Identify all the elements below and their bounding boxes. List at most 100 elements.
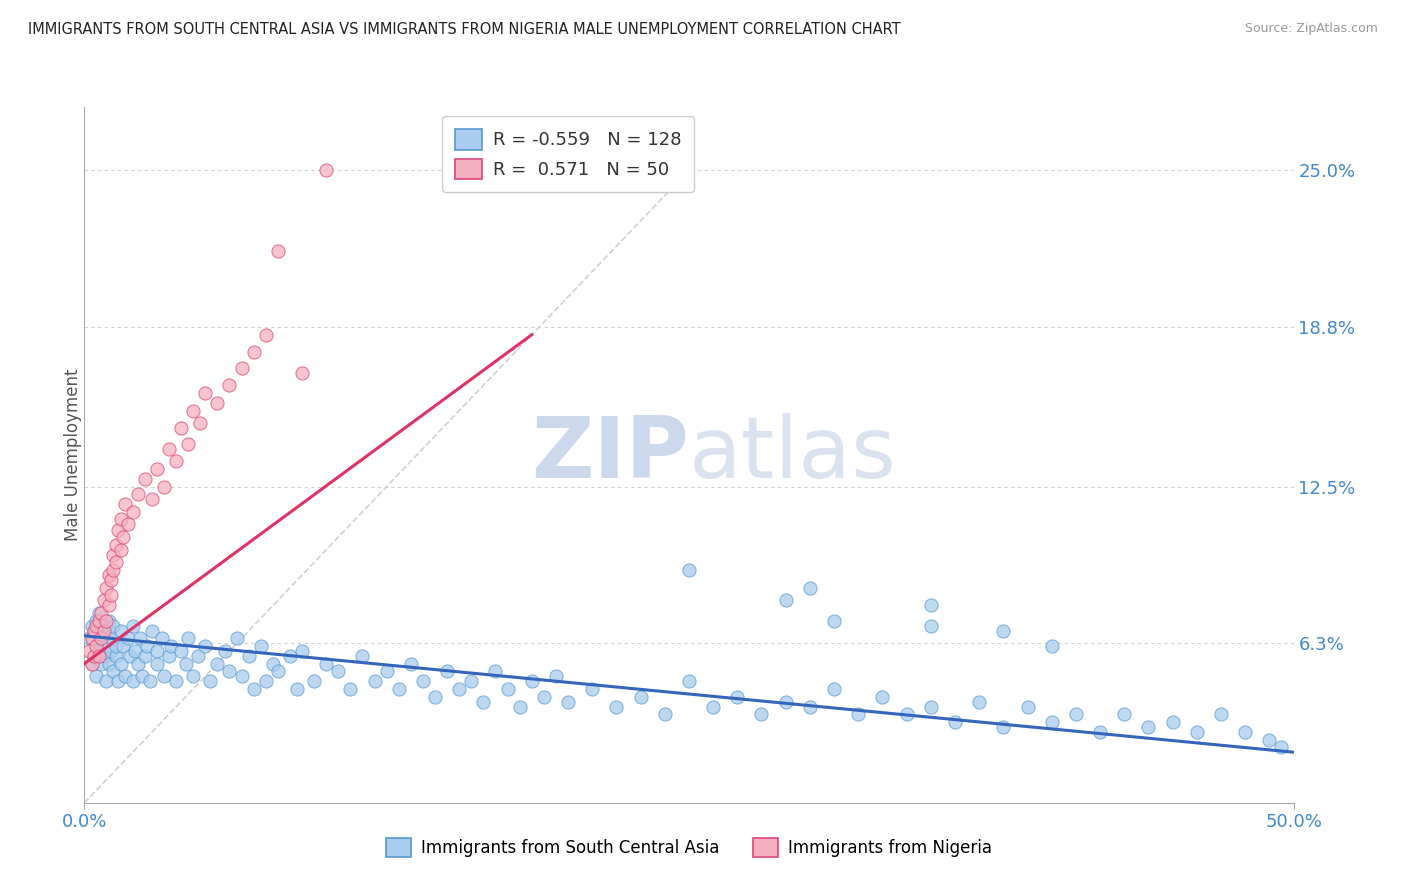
Point bbox=[110, 512, 132, 526]
Point bbox=[97, 614, 120, 628]
Point bbox=[218, 378, 240, 392]
Point bbox=[80, 632, 103, 646]
Point bbox=[77, 632, 100, 646]
Point bbox=[93, 624, 115, 638]
Point bbox=[654, 707, 676, 722]
Point bbox=[93, 593, 115, 607]
Point bbox=[630, 690, 652, 704]
Point bbox=[121, 674, 143, 689]
Point bbox=[157, 442, 180, 456]
Point bbox=[80, 657, 103, 671]
Point bbox=[170, 421, 193, 435]
Point bbox=[104, 538, 127, 552]
Point bbox=[557, 695, 579, 709]
Point bbox=[141, 492, 163, 507]
Point bbox=[472, 695, 495, 709]
Point bbox=[94, 614, 117, 628]
Point bbox=[117, 632, 139, 646]
Point bbox=[1258, 732, 1281, 747]
Point bbox=[315, 657, 337, 671]
Point bbox=[725, 690, 748, 704]
Point bbox=[121, 505, 143, 519]
Point bbox=[110, 542, 132, 557]
Point bbox=[533, 690, 555, 704]
Point bbox=[83, 648, 105, 663]
Point bbox=[231, 669, 253, 683]
Y-axis label: Male Unemployment: Male Unemployment bbox=[65, 368, 82, 541]
Point bbox=[823, 681, 845, 696]
Point bbox=[352, 648, 374, 663]
Point bbox=[242, 681, 264, 696]
Point bbox=[198, 674, 221, 689]
Point bbox=[896, 707, 918, 722]
Point bbox=[254, 674, 277, 689]
Point bbox=[117, 517, 139, 532]
Point bbox=[436, 665, 458, 679]
Point bbox=[302, 674, 325, 689]
Point bbox=[399, 657, 422, 671]
Point bbox=[86, 618, 108, 632]
Point bbox=[285, 681, 308, 696]
Point bbox=[449, 681, 471, 696]
Point bbox=[920, 599, 942, 613]
Point bbox=[86, 669, 108, 683]
Point bbox=[83, 648, 105, 663]
Point bbox=[177, 436, 200, 450]
Legend: Immigrants from South Central Asia, Immigrants from Nigeria: Immigrants from South Central Asia, Immi… bbox=[380, 831, 998, 864]
Point bbox=[134, 472, 156, 486]
Point bbox=[181, 669, 204, 683]
Point bbox=[103, 618, 125, 632]
Point bbox=[104, 648, 127, 663]
Point bbox=[146, 657, 169, 671]
Point bbox=[112, 530, 135, 544]
Point bbox=[127, 487, 149, 501]
Text: atlas: atlas bbox=[689, 413, 897, 497]
Point bbox=[136, 639, 159, 653]
Point bbox=[339, 681, 361, 696]
Point bbox=[412, 674, 434, 689]
Point bbox=[920, 699, 942, 714]
Point bbox=[291, 366, 314, 380]
Point bbox=[90, 632, 112, 646]
Point bbox=[194, 639, 217, 653]
Point bbox=[544, 669, 567, 683]
Point bbox=[121, 618, 143, 632]
Point bbox=[124, 644, 146, 658]
Point bbox=[87, 606, 110, 620]
Point bbox=[170, 644, 193, 658]
Point bbox=[846, 707, 869, 722]
Point bbox=[1234, 725, 1257, 739]
Point bbox=[90, 632, 112, 646]
Point bbox=[97, 624, 120, 638]
Point bbox=[1161, 714, 1184, 729]
Point bbox=[153, 479, 176, 493]
Point bbox=[110, 657, 132, 671]
Point bbox=[1185, 725, 1208, 739]
Point bbox=[581, 681, 603, 696]
Point bbox=[799, 699, 821, 714]
Point bbox=[165, 454, 187, 468]
Point bbox=[87, 614, 110, 628]
Point bbox=[751, 707, 773, 722]
Point bbox=[93, 648, 115, 663]
Point bbox=[97, 657, 120, 671]
Point bbox=[93, 618, 115, 632]
Point bbox=[1017, 699, 1039, 714]
Text: IMMIGRANTS FROM SOUTH CENTRAL ASIA VS IMMIGRANTS FROM NIGERIA MALE UNEMPLOYMENT : IMMIGRANTS FROM SOUTH CENTRAL ASIA VS IM… bbox=[28, 22, 901, 37]
Point bbox=[83, 624, 105, 638]
Point bbox=[775, 695, 797, 709]
Point bbox=[83, 624, 105, 638]
Point bbox=[823, 614, 845, 628]
Point bbox=[775, 593, 797, 607]
Point bbox=[97, 599, 120, 613]
Point bbox=[238, 648, 260, 663]
Point bbox=[80, 618, 103, 632]
Point bbox=[110, 624, 132, 638]
Point bbox=[190, 417, 212, 431]
Point bbox=[157, 648, 180, 663]
Text: Source: ZipAtlas.com: Source: ZipAtlas.com bbox=[1244, 22, 1378, 36]
Point bbox=[993, 720, 1015, 734]
Point bbox=[678, 674, 700, 689]
Point bbox=[460, 674, 482, 689]
Point bbox=[138, 674, 160, 689]
